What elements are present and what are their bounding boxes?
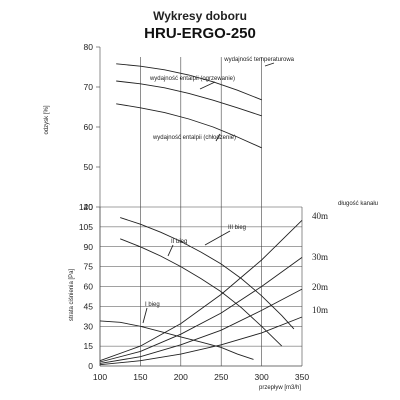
duct-curve-line: [99, 288, 303, 364]
fan-leader-line: [204, 230, 231, 246]
duct-legend-title: długość kanału: [338, 201, 378, 207]
fan-leader-line: [167, 244, 174, 257]
efficiency-series-line: [116, 80, 262, 117]
efficiency-ylabel: odzysk [%]: [44, 105, 50, 134]
efficiency-leader-line: [199, 81, 216, 90]
pressure-tick-label: 45: [84, 301, 94, 311]
pressure-x-tick-label: 150: [133, 372, 147, 382]
pressure-tick-label: 60: [84, 282, 94, 292]
pressure-x-tick-label: 300: [255, 372, 269, 382]
efficiency-series-line: [116, 63, 262, 101]
pressure-x-tick-label: 100: [93, 372, 107, 382]
pressure-tick-label: 15: [84, 341, 94, 351]
efficiency-series-label: wydajność entalpii (chłodzenie): [152, 135, 236, 141]
pressure-tick-label: 90: [84, 242, 94, 252]
fan-curve-label: II bieg: [171, 239, 187, 245]
pressure-grid: 0 15 30 45 60 75 90 105 120 100 150 200 250 300 350: [79, 202, 310, 382]
labels: wydajność temperaturowa wydajność entalpi…: [142, 57, 328, 324]
efficiency-tick-label: 60: [84, 122, 94, 132]
pressure-tick-label: 75: [84, 262, 94, 272]
duct-curve-label: 40m: [312, 211, 328, 221]
fan-curve-line: [120, 217, 295, 330]
pressure-tick-label: 105: [79, 222, 93, 232]
pressure-x-tick-label: 250: [214, 372, 228, 382]
efficiency-leader-line: [264, 62, 275, 67]
efficiency-grid: 40 50 60 70 80: [84, 42, 262, 212]
duct-curve-label: 10m: [312, 305, 328, 315]
pressure-ylabel: strata ciśnienia [Pa]: [69, 268, 75, 321]
duct-curve-label: 20m: [312, 282, 328, 292]
efficiency-tick-label: 80: [84, 42, 94, 52]
efficiency-series-label: wydajność entalpii (ogrzewanie): [149, 76, 235, 82]
efficiency-series-label: wydajność temperaturowa: [223, 57, 294, 63]
efficiency-series-line: [116, 103, 262, 149]
pressure-tick-label: 120: [79, 202, 93, 212]
fan-leader-line: [142, 307, 148, 324]
pressure-tick-label: 30: [84, 321, 94, 331]
pressure-x-tick-label: 200: [174, 372, 188, 382]
efficiency-tick-label: 50: [84, 162, 94, 172]
efficiency-tick-label: 40: [84, 202, 94, 212]
fan-curve-label: I bieg: [145, 302, 160, 308]
efficiency-tick-label: 70: [84, 82, 94, 92]
duct-curve-label: 30m: [312, 252, 328, 262]
fan-curve-label: III bieg: [228, 225, 246, 231]
pressure-x-tick-label: 350: [295, 372, 309, 382]
duct-curve-line: [99, 316, 303, 366]
efficiency-leader-line: [215, 133, 221, 142]
duct-curve-line: [99, 257, 303, 363]
model-title: HRU-ERGO-250: [144, 25, 256, 42]
chart-title: Wykresy doboru: [153, 9, 247, 23]
fan-curve-line: [120, 238, 283, 347]
duct-curve-line: [99, 219, 303, 362]
pressure-xlabel: przepływ [m3/h]: [259, 385, 301, 391]
fan-curve-line: [99, 320, 254, 360]
curves: [99, 63, 303, 366]
pressure-tick-label: 0: [88, 361, 93, 371]
